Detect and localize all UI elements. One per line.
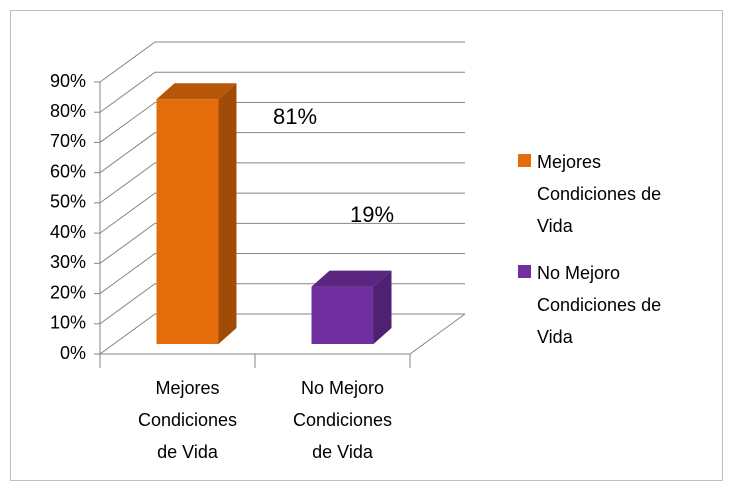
- bar-top: [156, 83, 237, 100]
- legend-label: Mejores Condiciones de Vida: [537, 152, 662, 236]
- grid-line: [99, 253, 465, 294]
- bar-side: [218, 83, 237, 344]
- legend-label-box: No Mejoro Condiciones de Vida: [537, 263, 662, 347]
- x-tick-label-box: Mejores Condiciones de Vida: [137, 378, 238, 462]
- grid-line: [99, 162, 465, 204]
- legend-swatch: [518, 154, 531, 167]
- y-tick-label: 40%: [50, 222, 86, 242]
- bar: [156, 83, 237, 344]
- y-tick-label: 0%: [60, 343, 86, 363]
- bar: [311, 270, 392, 344]
- y-tick-label: 20%: [50, 282, 86, 302]
- legend-label: No Mejoro Condiciones de Vida: [537, 263, 662, 347]
- grid-line: [99, 101, 465, 143]
- x-tick-label: No Mejoro Condiciones de Vida: [292, 378, 393, 462]
- chart-border: [10, 10, 723, 481]
- y-tick-label: 10%: [50, 313, 86, 333]
- x-tick-label: Mejores Condiciones de Vida: [137, 378, 238, 462]
- grid-line: [99, 132, 465, 174]
- y-tick-label: 30%: [50, 252, 86, 272]
- data-label: 81%: [273, 104, 317, 129]
- grid-line: [99, 222, 465, 264]
- y-tick-label: 60%: [50, 161, 86, 181]
- legend-swatch: [518, 265, 531, 278]
- y-tick-label: 70%: [50, 131, 86, 151]
- data-label: 19%: [350, 202, 394, 227]
- y-tick-label: 90%: [50, 71, 86, 91]
- bar-top: [311, 270, 392, 287]
- bar-front: [311, 286, 374, 344]
- grid-line: [99, 71, 465, 113]
- legend-label-box: Mejores Condiciones de Vida: [537, 152, 662, 236]
- y-tick-label: 80%: [50, 101, 86, 121]
- grid-line: [99, 192, 465, 234]
- bar-front: [156, 99, 219, 344]
- grid-line: [99, 41, 465, 83]
- x-tick-label-box: No Mejoro Condiciones de Vida: [292, 378, 393, 462]
- bar-side: [373, 270, 392, 344]
- y-tick-label: 50%: [50, 192, 86, 212]
